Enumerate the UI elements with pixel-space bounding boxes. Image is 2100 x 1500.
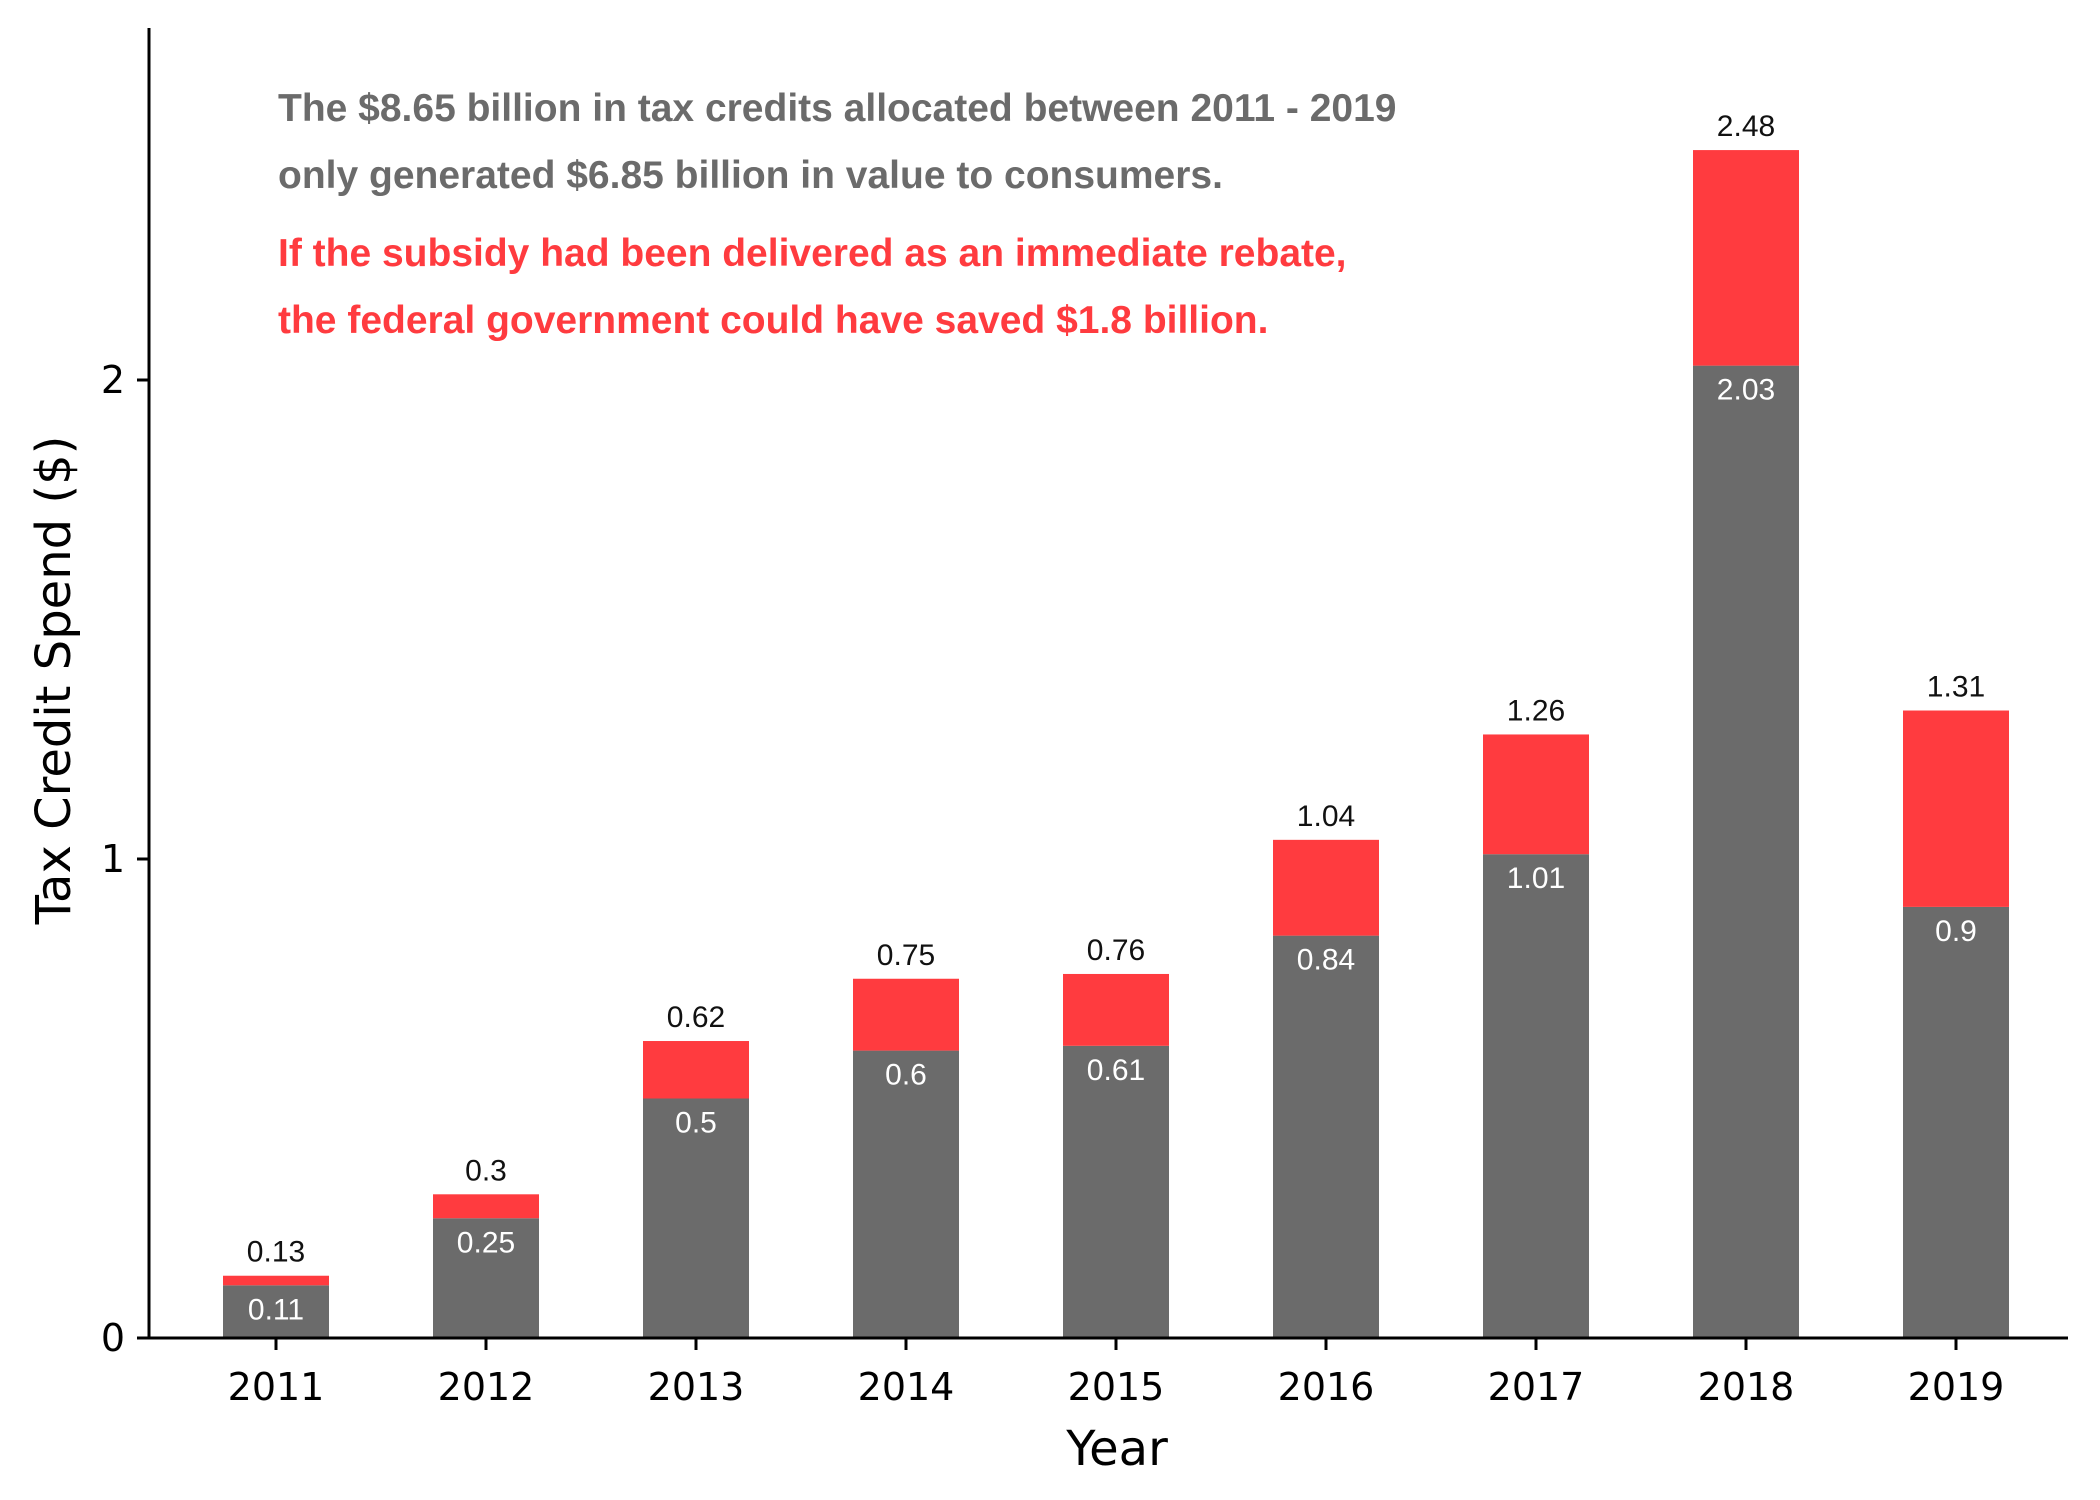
bar-lower-2016 <box>1273 935 1379 1338</box>
x-tick-label-2016: 2016 <box>1278 1365 1375 1409</box>
annotation-line-2: only generated $6.85 billion in value to… <box>278 154 1223 197</box>
bar-upper-2015 <box>1063 973 1169 1046</box>
annotation-line-1: The $8.65 billion in tax credits allocat… <box>278 87 1396 130</box>
bars-layer <box>223 150 2009 1338</box>
total-label-2014: 0.75 <box>877 939 935 972</box>
annotation-line-4: the federal government could have saved … <box>278 299 1268 342</box>
total-label-2018: 2.48 <box>1717 110 1775 143</box>
inner-label-2011: 0.11 <box>248 1293 304 1326</box>
inner-label-2012: 0.25 <box>457 1226 515 1259</box>
x-tick-label-2015: 2015 <box>1068 1365 1165 1409</box>
bar-lower-2018 <box>1693 365 1799 1338</box>
x-tick-label-2012: 2012 <box>438 1365 535 1409</box>
bar-upper-2019 <box>1903 710 2009 907</box>
bar-lower-2015 <box>1063 1045 1169 1338</box>
annotation-line-3: If the subsidy had been delivered as an … <box>278 232 1347 275</box>
x-tick-label-2013: 2013 <box>648 1365 745 1409</box>
bar-upper-2011 <box>223 1275 329 1286</box>
y-tick-label-1: 1 <box>101 837 125 881</box>
y-axis-title: Tax Credit Spend ($) <box>26 436 82 926</box>
axes-layer <box>147 28 2068 1340</box>
inner-label-2019: 0.9 <box>1935 915 1977 948</box>
bar-upper-2013 <box>643 1041 749 1099</box>
inner-label-2014: 0.6 <box>885 1059 927 1092</box>
inner-label-2013: 0.5 <box>675 1107 717 1140</box>
x-tick-label-2019: 2019 <box>1908 1365 2005 1409</box>
inner-label-2015: 0.61 <box>1087 1054 1145 1087</box>
x-tick-label-2018: 2018 <box>1698 1365 1795 1409</box>
total-label-2013: 0.62 <box>667 1001 725 1034</box>
bar-lower-2012 <box>433 1218 539 1338</box>
total-label-2019: 1.31 <box>1927 671 1985 704</box>
x-tick-label-2017: 2017 <box>1488 1365 1585 1409</box>
bar-labels-layer: 0.13 0.11 0.3 0.25 0.62 0.5 0.75 0.6 0.76 0.61 1.0… <box>247 110 1985 1326</box>
bar-lower-2019 <box>1903 906 2009 1338</box>
total-label-2017: 1.26 <box>1507 694 1565 727</box>
bar-lower-2014 <box>853 1050 959 1338</box>
total-label-2012: 0.3 <box>465 1154 507 1187</box>
total-label-2016: 1.04 <box>1297 800 1355 833</box>
inner-label-2016: 0.84 <box>1297 944 1355 977</box>
x-ticks-layer: 2011 2012 2013 2014 2015 2016 2017 2018 2019 <box>228 1338 2005 1409</box>
x-tick-label-2011: 2011 <box>228 1365 325 1409</box>
y-ticks-layer: 0 1 2 <box>101 358 149 1360</box>
bar-upper-2017 <box>1483 734 1589 855</box>
inner-label-2017: 1.01 <box>1507 862 1565 895</box>
y-tick-label-0: 0 <box>101 1316 125 1360</box>
x-axis-title: Year <box>1065 1421 1168 1477</box>
total-label-2015: 0.76 <box>1087 934 1145 967</box>
bar-lower-2011 <box>223 1285 329 1338</box>
inner-label-2018: 2.03 <box>1717 374 1775 407</box>
total-label-2011: 0.13 <box>247 1236 305 1269</box>
bar-lower-2017 <box>1483 854 1589 1338</box>
annotations-layer: The $8.65 billion in tax credits allocat… <box>278 87 1396 342</box>
bar-lower-2013 <box>643 1098 749 1338</box>
bar-upper-2016 <box>1273 839 1379 936</box>
x-tick-label-2014: 2014 <box>858 1365 955 1409</box>
bar-upper-2018 <box>1693 150 1799 366</box>
bar-upper-2014 <box>853 978 959 1051</box>
y-tick-label-2: 2 <box>101 358 125 402</box>
bar-upper-2012 <box>433 1194 539 1219</box>
